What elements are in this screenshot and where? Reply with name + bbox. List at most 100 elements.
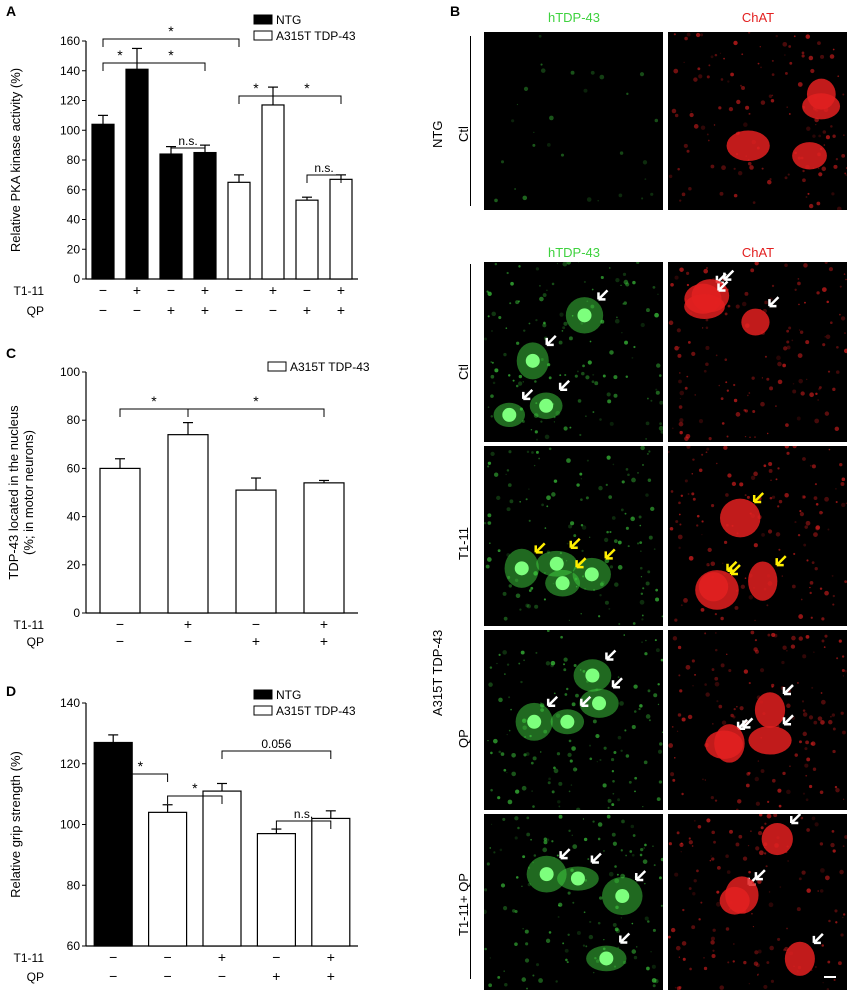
chart-c-y-tick-label: 20 <box>67 558 81 572</box>
micrograph-speckle <box>582 364 585 368</box>
chart-c-y-tick-label: 0 <box>73 606 80 620</box>
micrograph-speckle <box>678 513 681 516</box>
micrograph-speckle <box>798 877 802 881</box>
micrograph-speckle <box>708 437 712 441</box>
micrograph-speckle <box>679 523 682 526</box>
chart-c-y-axis-label: (%; in motor neurons) <box>21 430 36 555</box>
micrograph-speckle <box>798 329 801 331</box>
micrograph-speckle <box>679 689 683 693</box>
micrograph-speckle <box>488 682 493 687</box>
micrograph-speckle <box>540 68 546 73</box>
micrograph-speckle <box>721 165 726 171</box>
micrograph-cell <box>714 724 745 763</box>
micrograph-speckle <box>748 982 751 985</box>
micrograph-speckle <box>557 916 560 918</box>
micrograph-speckle <box>652 928 656 932</box>
micrograph-speckle <box>489 666 493 669</box>
micrograph-speckle <box>640 322 645 328</box>
micrograph-speckle <box>786 345 791 350</box>
micrograph-speckle <box>740 84 742 87</box>
micrograph-speckle <box>713 124 716 126</box>
micrograph-speckle <box>563 663 566 666</box>
micrograph-speckle <box>609 565 614 569</box>
micrograph-speckle <box>750 830 752 832</box>
micrograph-speckle <box>831 830 835 833</box>
micrograph-arrow-marker <box>752 492 765 504</box>
micrograph-speckle <box>748 112 751 115</box>
micrograph-speckle <box>801 54 805 58</box>
micrograph-arrow-marker <box>775 555 787 567</box>
micrograph-speckle <box>734 605 739 610</box>
micrograph-speckle <box>710 55 714 59</box>
micrograph-speckle <box>766 377 770 381</box>
micrograph-speckle <box>612 463 615 466</box>
micrograph-speckle <box>830 125 833 128</box>
micrograph-speckle <box>723 446 728 450</box>
micrograph-speckle <box>682 908 685 912</box>
micrograph-speckle <box>674 345 679 351</box>
micrograph-speckle <box>704 632 707 635</box>
micrograph-speckle <box>688 186 692 191</box>
micrograph-speckle <box>503 352 507 357</box>
micrograph-speckle <box>725 493 729 497</box>
micrograph-speckle <box>592 411 595 413</box>
micrograph-speckle <box>769 178 772 181</box>
micrograph-speckle <box>563 668 567 672</box>
micrograph-speckle <box>656 797 661 802</box>
chart-a-significance-bracket <box>272 95 342 104</box>
micrograph-speckle <box>555 980 558 983</box>
micrograph-speckle <box>603 746 607 750</box>
micrograph-speckle <box>496 662 498 665</box>
micrograph-arrow-marker <box>534 542 546 554</box>
micrograph-speckle <box>806 757 811 762</box>
micrograph-speckle <box>657 749 663 754</box>
micrograph-speckle <box>648 450 651 453</box>
micrograph-speckle <box>812 134 816 138</box>
micrograph-speckle <box>681 717 686 722</box>
micrograph-speckle <box>786 451 790 455</box>
micrograph-speckle <box>500 883 506 888</box>
chart-c-treatment-sign: − <box>116 633 124 649</box>
micrograph-speckle <box>828 267 834 272</box>
micrograph-speckle <box>792 446 797 449</box>
chart-a-treatment-sign: − <box>99 282 107 298</box>
micrograph-speckle <box>704 779 707 781</box>
micrograph-speckle <box>700 901 703 904</box>
micrograph-speckle <box>819 790 824 795</box>
chart-d-bar <box>311 817 351 947</box>
micrograph-speckle <box>797 281 801 286</box>
micrograph-speckle <box>710 855 712 857</box>
micrograph-speckle <box>560 153 565 157</box>
micrograph-speckle <box>530 428 533 431</box>
micrograph-speckle <box>651 964 656 969</box>
micrograph-speckle <box>771 632 776 637</box>
micrograph-speckle <box>532 974 535 977</box>
micrograph-speckle <box>720 397 724 401</box>
micrograph-speckle <box>839 869 844 875</box>
micrograph-speckle <box>733 708 736 711</box>
micrograph-speckle <box>625 754 630 758</box>
chart-d-legend-swatch <box>253 705 273 716</box>
micrograph-speckle <box>760 66 762 69</box>
micrograph-speckle <box>487 315 490 318</box>
micrograph-speckle <box>781 575 784 577</box>
micrograph-speckle <box>678 421 684 427</box>
micrograph-speckle <box>830 842 835 848</box>
micrograph-speckle <box>744 435 747 438</box>
micrograph-speckle <box>842 798 845 800</box>
micrograph-speckle <box>648 535 653 540</box>
micrograph-speckle <box>726 870 731 874</box>
micrograph-speckle <box>791 339 794 342</box>
micrograph-speckle <box>756 974 759 976</box>
micrograph-speckle <box>716 700 719 703</box>
micrograph-speckle <box>806 888 811 893</box>
micrograph-speckle <box>821 944 824 947</box>
micrograph-speckle <box>719 985 725 990</box>
micrograph-speckle <box>741 85 745 90</box>
micrograph-speckle <box>519 608 522 611</box>
micrograph-speckle <box>572 844 578 849</box>
micrograph-speckle <box>484 947 487 951</box>
micrograph-speckle <box>546 289 548 292</box>
micrograph-speckle <box>641 641 643 644</box>
micrograph-speckle <box>612 922 617 927</box>
